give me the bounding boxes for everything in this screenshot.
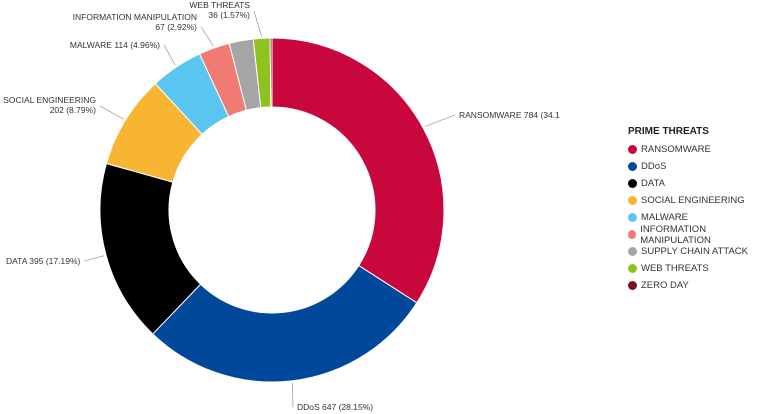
legend-title: PRIME THREATS — [628, 126, 709, 137]
legend-label: MALWARE — [641, 212, 688, 223]
data-label-ddos: DDoS 647 (28.15%) — [297, 402, 373, 412]
legend-swatch-icon — [628, 162, 637, 171]
slice-zero-day[interactable] — [269, 37, 273, 108]
leader-line-data — [83, 255, 105, 262]
data-label-web-threats-line1: WEB THREATS — [189, 0, 250, 10]
legend-swatch-icon — [628, 145, 637, 154]
legend-label: WEB THREATS — [641, 263, 709, 274]
leader-line-ddos — [292, 382, 294, 408]
legend-item-web-threats[interactable]: WEB THREATS — [628, 260, 768, 277]
leader-line-social-engineering — [99, 105, 124, 120]
legend-label: SOCIAL ENGINEERING — [641, 195, 745, 206]
data-label-web-threats-line2: 36 (1.57%) — [208, 10, 250, 20]
legend-item-data[interactable]: DATA — [628, 175, 768, 192]
legend-swatch-icon — [628, 213, 637, 222]
leader-line-malware — [163, 44, 176, 66]
legend-item-supply-chain-attack[interactable]: SUPPLY CHAIN ATTACK — [628, 243, 768, 260]
data-label-ransomware: RANSOMWARE 784 (34.12%) — [459, 110, 560, 120]
data-label-social-engineering-line2: 202 (8.79%) — [50, 105, 96, 115]
leader-line-web-threats — [253, 10, 262, 37]
legend-item-malware[interactable]: MALWARE — [628, 209, 768, 226]
legend-item-ransomware[interactable]: RANSOMWARE — [628, 141, 768, 158]
data-label-data: DATA 395 (17.19%) — [6, 256, 81, 266]
legend: PRIME THREATS RANSOMWARE DDoS DATA SOCIAL E… — [628, 126, 768, 294]
legend-label: ZERO DAY — [641, 280, 689, 291]
data-label-social-engineering-line1: SOCIAL ENGINEERING — [3, 95, 96, 105]
legend-label: RANSOMWARE — [641, 144, 711, 155]
data-label-information-manipulation-line1: INFORMATION MANIPULATION — [73, 12, 197, 22]
legend-label: DATA — [641, 178, 665, 189]
data-label-information-manipulation-line2: 67 (2.92%) — [155, 22, 197, 32]
legend-label: INFORMATION MANIPULATION — [640, 223, 711, 246]
leader-line-ransomware — [424, 114, 456, 127]
legend-swatch-icon — [628, 264, 637, 273]
legend-label: SUPPLY CHAIN ATTACK — [641, 246, 748, 257]
donut-chart: RANSOMWARE 784 (34.12%) DDoS 647 (28.15%)… — [3, 0, 560, 412]
legend-item-zero-day[interactable]: ZERO DAY — [628, 277, 768, 294]
legend-swatch-icon — [628, 196, 637, 205]
legend-item-information-manipulation[interactable]: INFORMATION MANIPULATION — [628, 223, 768, 246]
legend-item-social-engineering[interactable]: SOCIAL ENGINEERING — [628, 192, 768, 209]
leader-line-information-manipulation — [200, 26, 214, 47]
legend-label: DDoS — [641, 161, 667, 172]
legend-swatch-icon — [628, 230, 637, 239]
legend-swatch-icon — [628, 247, 637, 256]
legend-swatch-icon — [628, 281, 637, 290]
legend-item-ddos[interactable]: DDoS — [628, 158, 768, 175]
slice-ddos[interactable] — [152, 264, 418, 383]
data-label-malware: MALWARE 114 (4.96%) — [70, 40, 160, 50]
slice-ransomware[interactable] — [271, 37, 445, 304]
legend-swatch-icon — [628, 179, 637, 188]
